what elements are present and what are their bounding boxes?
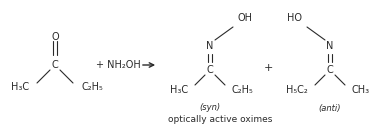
Text: HO: HO [287, 13, 302, 23]
Text: CH₃: CH₃ [352, 85, 370, 95]
Text: +: + [263, 63, 273, 73]
Text: C: C [207, 65, 213, 75]
Text: H₃C: H₃C [170, 85, 188, 95]
Text: H₅C₂: H₅C₂ [286, 85, 308, 95]
Text: C: C [327, 65, 333, 75]
Text: C₂H₅: C₂H₅ [232, 85, 254, 95]
Text: optically active oximes: optically active oximes [168, 115, 272, 125]
Text: C: C [51, 60, 58, 70]
Text: C₂H₅: C₂H₅ [81, 82, 103, 92]
Text: (anti): (anti) [319, 103, 341, 112]
Text: O: O [51, 32, 59, 42]
Text: N: N [206, 41, 214, 51]
Text: OH: OH [238, 13, 253, 23]
Text: + NH₂OH: + NH₂OH [96, 60, 140, 70]
Text: (syn): (syn) [199, 103, 221, 112]
Text: H₃C: H₃C [11, 82, 29, 92]
Text: N: N [326, 41, 334, 51]
